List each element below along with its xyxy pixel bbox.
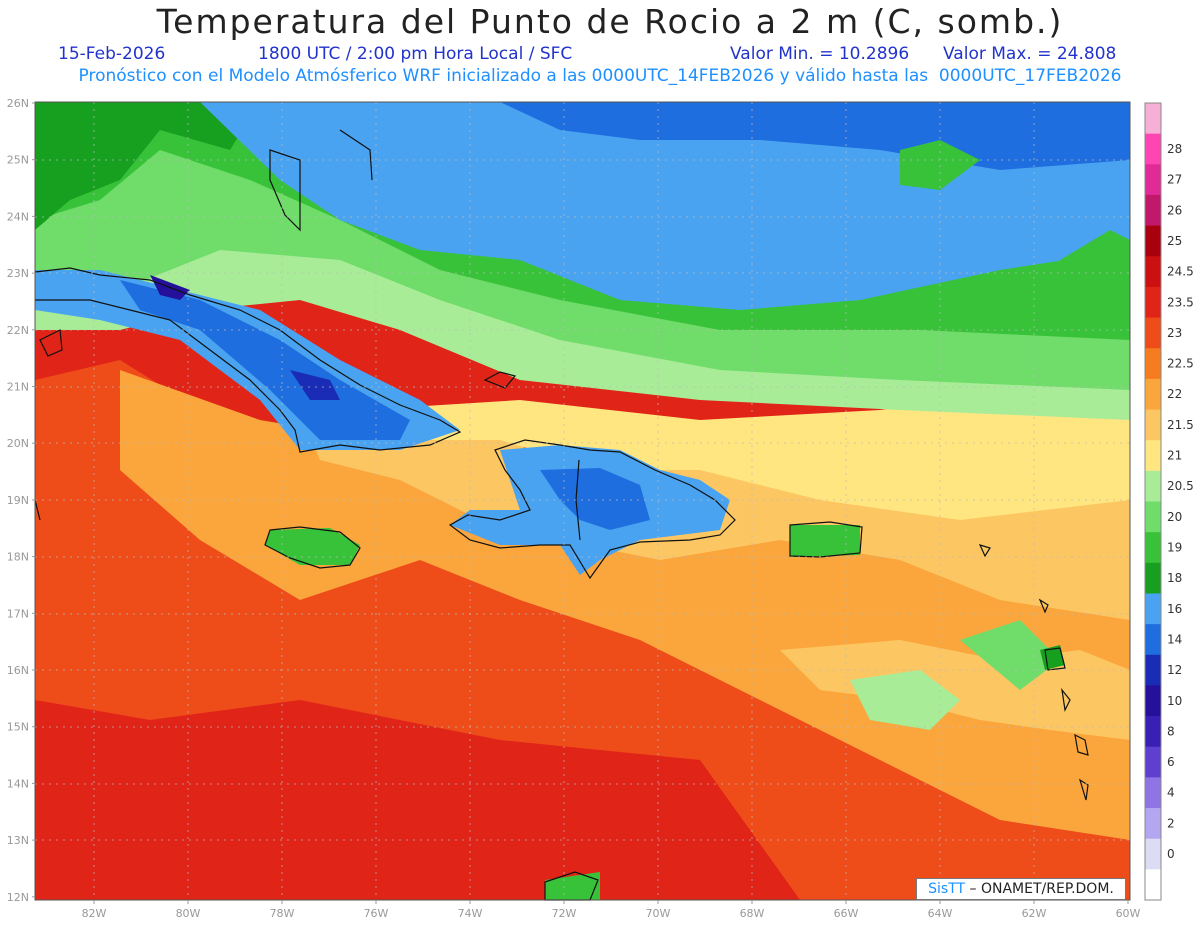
lat-label: 26N xyxy=(7,97,29,110)
lat-label: 14N xyxy=(7,777,29,790)
lon-label: 68W xyxy=(740,907,765,920)
colorbar-label: 20 xyxy=(1167,510,1182,524)
colorbar-swatch xyxy=(1145,133,1161,165)
colorbar-swatch xyxy=(1145,777,1161,809)
colorbar-swatch xyxy=(1145,838,1161,870)
colorbar-swatch xyxy=(1145,348,1161,380)
min-value: Valor Min. = 10.2896 xyxy=(730,44,910,64)
colorbar: 2827262524.523.52322.52221.52120.5201918… xyxy=(1144,102,1194,901)
valid-time: 1800 UTC / 2:00 pm Hora Local / SFC xyxy=(258,44,573,64)
lon-label: 62W xyxy=(1022,907,1047,920)
lat-label: 25N xyxy=(7,154,29,167)
map-frame xyxy=(34,101,1131,901)
lat-label: 23N xyxy=(7,267,29,280)
colorbar-label: 25 xyxy=(1167,234,1182,248)
colorbar-swatch xyxy=(1145,470,1161,502)
map-title: Temperatura del Punto de Rocio a 2 m (C,… xyxy=(156,2,1064,41)
colorbar-swatch xyxy=(1145,869,1161,901)
colorbar-label: 27 xyxy=(1167,173,1182,187)
colorbar-label: 6 xyxy=(1167,755,1175,769)
credit-box: SisTT – ONAMET/REP.DOM. xyxy=(916,878,1126,900)
colorbar-swatch xyxy=(1145,532,1161,564)
field-layer xyxy=(35,102,1130,900)
colorbar-swatch xyxy=(1145,103,1161,135)
colorbar-label: 22 xyxy=(1167,387,1182,401)
colorbar-swatch xyxy=(1145,378,1161,411)
colorbar-swatch xyxy=(1145,624,1161,656)
colorbar-swatch xyxy=(1145,409,1161,441)
graticule xyxy=(35,102,1130,900)
lat-label: 24N xyxy=(7,210,29,223)
colorbar-label: 12 xyxy=(1167,663,1182,677)
lon-label: 66W xyxy=(834,907,859,920)
colorbar-swatch xyxy=(1145,808,1161,840)
colorbar-swatch xyxy=(1145,440,1161,472)
lat-label: 15N xyxy=(7,721,29,734)
colorbar-label: 22.5 xyxy=(1167,357,1194,371)
lon-label: 64W xyxy=(928,907,953,920)
colorbar-frame xyxy=(1144,102,1162,901)
colorbar-swatch xyxy=(1145,562,1161,594)
lat-label: 13N xyxy=(7,834,29,847)
lon-label: 70W xyxy=(646,907,671,920)
colorbar-swatch xyxy=(1145,716,1161,748)
colorbar-label: 10 xyxy=(1167,694,1182,708)
lat-label: 17N xyxy=(7,607,29,620)
model-subtitle: Pronóstico con el Modelo Atmósferico WRF… xyxy=(78,66,1122,86)
colorbar-swatch xyxy=(1145,286,1161,319)
latitude-axis: 26N 25N 24N 23N 22N 21N 20N 19N 18N 17N 16N 15N 14N 1… xyxy=(7,97,35,904)
colorbar-label: 21 xyxy=(1167,449,1182,463)
colorbar-label: 23 xyxy=(1167,326,1182,340)
colorbar-swatch xyxy=(1145,256,1161,288)
lon-label: 78W xyxy=(270,907,295,920)
colorbar-label: 24.5 xyxy=(1167,265,1194,279)
colorbar-label: 8 xyxy=(1167,724,1175,738)
coastlines xyxy=(34,129,1089,901)
colorbar-label: 2 xyxy=(1167,816,1175,830)
colorbar-label: 26 xyxy=(1167,203,1182,217)
colorbar-label: 16 xyxy=(1167,602,1182,616)
lat-label: 16N xyxy=(7,664,29,677)
lat-label: 20N xyxy=(7,437,29,450)
longitude-axis: 82W 80W 78W 76W 74W 72W 70W 68W 66W 64W 62W 60W xyxy=(82,900,1141,920)
lat-label: 12N xyxy=(7,891,29,904)
colorbar-swatch xyxy=(1145,164,1161,196)
colorbar-swatch xyxy=(1145,685,1161,717)
lon-label: 76W xyxy=(364,907,389,920)
colorbar-swatch xyxy=(1145,593,1161,625)
colorbar-label: 23.5 xyxy=(1167,295,1194,309)
colorbar-label: 21.5 xyxy=(1167,418,1194,432)
lon-label: 72W xyxy=(552,907,577,920)
colorbar-label: 19 xyxy=(1167,540,1182,554)
colorbar-swatch xyxy=(1145,746,1161,778)
colorbar-label: 4 xyxy=(1167,786,1175,800)
colorbar-swatch xyxy=(1145,501,1161,533)
sistt-logo-text: SisTT xyxy=(928,881,966,897)
credit-text: – ONAMET/REP.DOM. xyxy=(965,881,1114,897)
lon-label: 80W xyxy=(176,907,201,920)
colorbar-label: 14 xyxy=(1167,632,1182,646)
colorbar-label: 28 xyxy=(1167,142,1182,156)
colorbar-label: 18 xyxy=(1167,571,1182,585)
max-value: Valor Max. = 24.808 xyxy=(943,44,1117,64)
colorbar-label: 0 xyxy=(1167,847,1175,861)
lat-label: 22N xyxy=(7,324,29,337)
valid-date: 15-Feb-2026 xyxy=(58,44,166,64)
colorbar-swatch xyxy=(1145,194,1161,227)
colorbar-swatch xyxy=(1145,225,1161,257)
lat-label: 21N xyxy=(7,381,29,394)
colorbar-swatch xyxy=(1145,317,1161,349)
colorbar-label: 20.5 xyxy=(1167,479,1194,493)
lon-label: 60W xyxy=(1116,907,1141,920)
lon-label: 82W xyxy=(82,907,107,920)
colorbar-swatch xyxy=(1145,654,1161,686)
lon-label: 74W xyxy=(458,907,483,920)
lat-label: 18N xyxy=(7,551,29,564)
lat-label: 19N xyxy=(7,494,29,507)
